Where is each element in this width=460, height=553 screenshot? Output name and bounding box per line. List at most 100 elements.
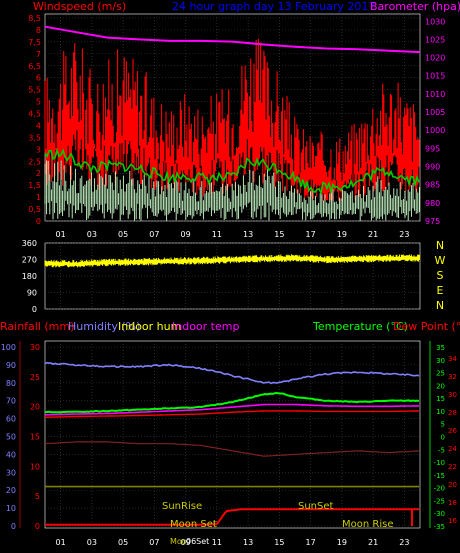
humidity-series	[44, 361, 420, 385]
dew-tick-label: 34	[448, 355, 457, 363]
humidity-tick-label: 40	[6, 450, 16, 459]
humidity-tick-label: 80	[6, 379, 16, 388]
rain-tick-label: 15	[30, 433, 40, 442]
temp-tick-label: 5	[441, 421, 445, 429]
humidity-tick-label: 70	[6, 397, 16, 406]
compass-letter: N	[436, 299, 444, 312]
compass-letter: W	[435, 254, 446, 267]
humidity-tick-label: 10	[6, 504, 16, 513]
chart-title: 24 hour graph day 13 February 2017	[172, 0, 375, 13]
temp-tick-label: 0	[441, 434, 445, 442]
indoor_hum-series	[44, 441, 420, 457]
humidity-tick-label: 100	[1, 343, 16, 352]
baro-tick-label: 995	[425, 144, 440, 153]
sunset-label: SunSet	[298, 501, 334, 512]
wind-axis-title: Windspeed (m/s)	[33, 0, 126, 13]
dew-tick-label: 20	[448, 481, 457, 489]
wind-tick-label: 2,5	[28, 157, 41, 166]
humidity-tick-label: 0	[11, 522, 16, 531]
x-tick-label: 03	[87, 538, 97, 547]
dir-tick-label: 270	[22, 256, 37, 265]
baro-series	[44, 25, 421, 54]
baro-tick-label: 1005	[425, 108, 445, 117]
x-tick-label: 01	[56, 230, 66, 239]
dew-tick-label: 28	[448, 409, 457, 417]
baro-tick-label: 1030	[425, 17, 445, 26]
compass-letter: S	[437, 269, 444, 282]
x-tick-label: 07	[149, 230, 159, 239]
baro-tick-label: 1015	[425, 72, 445, 81]
wind-tick-label: 2	[36, 169, 41, 178]
x-tick-label: 15	[274, 538, 284, 547]
rain-tick-label: 10	[30, 462, 40, 471]
dew-tick-label: 16	[448, 517, 457, 525]
humidity-tick-label: 30	[6, 468, 16, 477]
direction-series	[44, 254, 420, 268]
wind-tick-label: 7	[36, 50, 41, 59]
temp-tick-label: -10	[434, 459, 445, 467]
x-tick-label: 09	[181, 230, 191, 239]
x-tick-label: 03	[87, 230, 97, 239]
baro-tick-label: 980	[425, 199, 440, 208]
temp-tick-label: -5	[438, 446, 445, 454]
temp-tick-label: 10	[436, 408, 445, 416]
humidity-tick-label: 50	[6, 433, 16, 442]
compass-letter: E	[437, 284, 444, 297]
wind-tick-label: 7,5	[28, 38, 41, 47]
dir-tick-label: 360	[22, 239, 37, 248]
wind-tick-label: 8	[36, 26, 41, 35]
indoor-hum-title: Indoor hum	[118, 320, 181, 333]
temp-tick-label: -30	[434, 510, 445, 518]
wind-tick-label: 1,5	[28, 181, 41, 190]
wind-tick-label: 0,5	[28, 205, 41, 214]
x-tick-label: 21	[368, 538, 378, 547]
baro-tick-label: 1000	[425, 126, 445, 135]
x-tick-label: 15	[274, 230, 284, 239]
temp-tick-label: -20	[434, 485, 445, 493]
x-tick-label: 23	[399, 538, 409, 547]
temp-tick-label: 25	[436, 370, 445, 378]
dew-tick-label: 32	[448, 373, 457, 381]
low-wind-series	[44, 160, 420, 221]
humidity-tick-label: 20	[6, 486, 16, 495]
baro-tick-label: 990	[425, 163, 440, 172]
temp-tick-label: -25	[434, 497, 445, 505]
avg-wind-series	[44, 147, 420, 195]
x-tick-label: 19	[337, 230, 347, 239]
baro-axis-title: Barometer (hpa)	[370, 0, 460, 13]
dew-tick-label: 22	[448, 463, 457, 471]
baro-tick-label: 1025	[425, 35, 445, 44]
temp-axis-title: Temperature (°C)	[312, 320, 408, 333]
rain-axis-title: Rainfall (mm)	[0, 320, 74, 333]
temp-tick-label: -35	[434, 523, 445, 531]
dew-axis-title: Dew Point (°C)	[393, 320, 460, 333]
rain-tick-label: 30	[30, 343, 40, 352]
moonset-short-label: Moo	[170, 537, 187, 546]
dir-tick-label: 90	[27, 289, 37, 298]
x-tick-label: 09	[181, 538, 191, 547]
wind-tick-label: 0	[36, 217, 41, 226]
rain-tick-label: 0	[35, 522, 40, 531]
baro-tick-label: 1020	[425, 54, 445, 63]
temp-tick-label: 35	[436, 344, 445, 352]
x-tick-label: 23	[399, 230, 409, 239]
rain-tick-label: 20	[30, 403, 40, 412]
x-tick-label: 05	[118, 230, 128, 239]
x-tick-label: 07	[149, 538, 159, 547]
baro-tick-label: 985	[425, 181, 440, 190]
wind-tick-label: 4,5	[28, 110, 41, 119]
wind-tick-label: 5	[36, 98, 41, 107]
x-tick-label: 13	[243, 538, 253, 547]
moonset-time-label: 06Set	[186, 537, 209, 546]
wind-tick-label: 1	[36, 193, 41, 202]
x-tick-label: 11	[212, 538, 222, 547]
dir-tick-label: 180	[22, 272, 37, 281]
dew-series	[45, 410, 420, 418]
x-tick-label: 05	[118, 538, 128, 547]
indoor_temp-series	[44, 403, 420, 416]
wind-tick-label: 4	[36, 121, 41, 130]
x-tick-label: 19	[337, 538, 347, 547]
wind-tick-label: 6,5	[28, 62, 41, 71]
dir-tick-label: 0	[32, 305, 37, 314]
